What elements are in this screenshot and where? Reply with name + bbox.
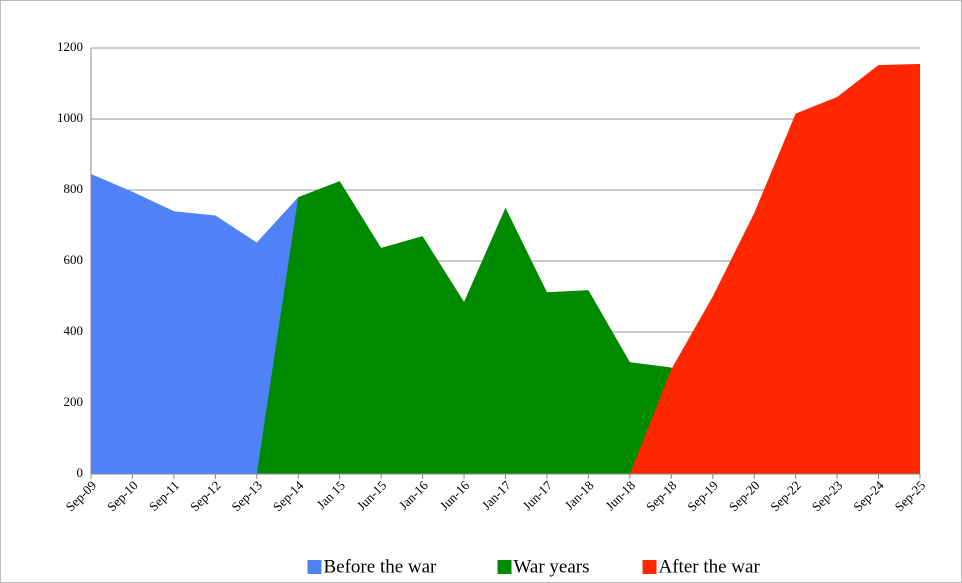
area — [256, 181, 713, 474]
y-tick-label: 400 — [64, 323, 84, 338]
legend-swatch — [642, 560, 657, 574]
legend-label: War years — [514, 556, 590, 577]
y-tick-label: 0 — [77, 465, 84, 480]
y-tick-label: 1000 — [57, 110, 83, 125]
legend-swatch — [307, 560, 322, 574]
legend-swatch — [497, 560, 512, 574]
area — [629, 63, 920, 474]
legend-label: After the war — [659, 556, 761, 577]
y-tick-label: 600 — [64, 252, 84, 267]
area — [91, 174, 299, 474]
legend-label: Before the war — [324, 556, 438, 577]
y-tick-label: 1200 — [57, 39, 83, 54]
y-tick-label: 200 — [64, 394, 84, 409]
y-tick-label: 800 — [64, 181, 84, 196]
